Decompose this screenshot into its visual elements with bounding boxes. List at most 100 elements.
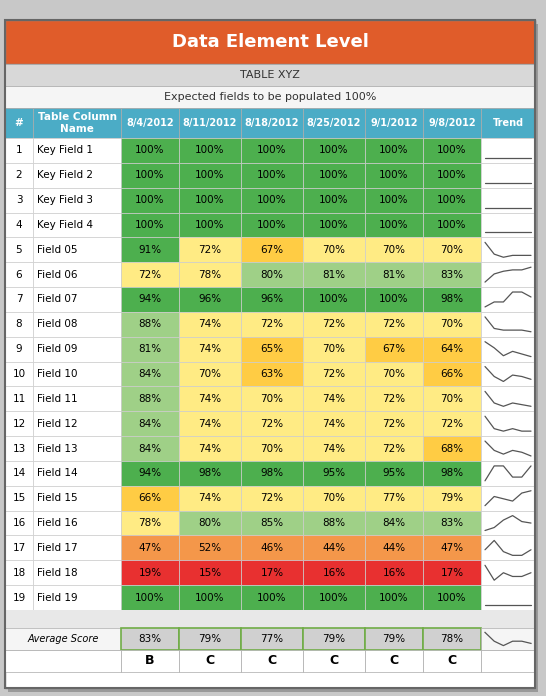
- Text: 47%: 47%: [441, 543, 464, 553]
- Text: Field 12: Field 12: [37, 419, 78, 429]
- Text: 74%: 74%: [323, 419, 346, 429]
- Bar: [365, 138, 423, 163]
- Bar: [121, 486, 179, 511]
- Text: 78%: 78%: [139, 518, 162, 528]
- Bar: [365, 262, 423, 287]
- Bar: [423, 411, 481, 436]
- Bar: [423, 287, 481, 312]
- Text: TABLE XYZ: TABLE XYZ: [240, 70, 300, 80]
- Bar: [303, 461, 365, 486]
- Text: 83%: 83%: [441, 269, 464, 280]
- Bar: [241, 312, 303, 337]
- Text: Field 18: Field 18: [37, 568, 78, 578]
- Text: 66%: 66%: [139, 493, 162, 503]
- Text: 72%: 72%: [382, 419, 406, 429]
- Text: 8: 8: [16, 319, 22, 329]
- Bar: [5, 138, 33, 163]
- Text: 72%: 72%: [260, 419, 283, 429]
- Bar: [241, 163, 303, 188]
- Bar: [423, 262, 481, 287]
- Text: Field 16: Field 16: [37, 518, 78, 528]
- Bar: [303, 163, 365, 188]
- Text: 13: 13: [13, 443, 26, 454]
- Text: 98%: 98%: [260, 468, 283, 478]
- Text: 100%: 100%: [379, 592, 409, 603]
- Bar: [179, 237, 241, 262]
- Text: 67%: 67%: [260, 245, 283, 255]
- Text: 17%: 17%: [441, 568, 464, 578]
- Text: 8/4/2012: 8/4/2012: [126, 118, 174, 128]
- Bar: [423, 212, 481, 237]
- Bar: [121, 108, 179, 138]
- Bar: [481, 461, 535, 486]
- Text: 100%: 100%: [195, 592, 225, 603]
- Text: 64%: 64%: [441, 344, 464, 354]
- Text: 84%: 84%: [382, 518, 406, 528]
- Bar: [241, 461, 303, 486]
- Text: 72%: 72%: [260, 319, 283, 329]
- Text: 72%: 72%: [382, 443, 406, 454]
- Text: C: C: [389, 654, 399, 667]
- Bar: [481, 108, 535, 138]
- Bar: [365, 312, 423, 337]
- Text: 100%: 100%: [135, 592, 165, 603]
- Bar: [121, 362, 179, 386]
- Bar: [423, 486, 481, 511]
- Bar: [121, 560, 179, 585]
- Bar: [423, 163, 481, 188]
- Text: 72%: 72%: [382, 394, 406, 404]
- Bar: [121, 163, 179, 188]
- Bar: [365, 108, 423, 138]
- Text: 68%: 68%: [441, 443, 464, 454]
- Text: 100%: 100%: [437, 592, 467, 603]
- Bar: [303, 262, 365, 287]
- Text: 100%: 100%: [135, 145, 165, 155]
- Bar: [303, 535, 365, 560]
- Bar: [121, 287, 179, 312]
- Bar: [423, 511, 481, 535]
- Text: 96%: 96%: [260, 294, 283, 304]
- Bar: [5, 461, 33, 486]
- Bar: [5, 411, 33, 436]
- Bar: [481, 511, 535, 535]
- Bar: [241, 287, 303, 312]
- Bar: [241, 362, 303, 386]
- Text: 84%: 84%: [139, 419, 162, 429]
- Bar: [241, 212, 303, 237]
- Bar: [121, 650, 179, 672]
- Bar: [179, 511, 241, 535]
- Text: 81%: 81%: [139, 344, 162, 354]
- Bar: [179, 287, 241, 312]
- Text: 100%: 100%: [257, 195, 287, 205]
- Text: 67%: 67%: [382, 344, 406, 354]
- Text: 94%: 94%: [139, 294, 162, 304]
- Bar: [481, 560, 535, 585]
- Bar: [481, 212, 535, 237]
- Bar: [303, 386, 365, 411]
- Bar: [33, 312, 121, 337]
- Text: 70%: 70%: [199, 369, 222, 379]
- Bar: [423, 535, 481, 560]
- Bar: [121, 386, 179, 411]
- Bar: [33, 212, 121, 237]
- Bar: [5, 262, 33, 287]
- Text: 3: 3: [16, 195, 22, 205]
- Text: Field 11: Field 11: [37, 394, 78, 404]
- Bar: [5, 86, 535, 108]
- Bar: [179, 188, 241, 212]
- Bar: [303, 628, 365, 650]
- Text: 100%: 100%: [319, 171, 349, 180]
- Bar: [5, 108, 33, 138]
- Bar: [241, 511, 303, 535]
- Text: 77%: 77%: [260, 634, 283, 644]
- Text: 74%: 74%: [323, 443, 346, 454]
- Text: Field 09: Field 09: [37, 344, 78, 354]
- Text: Expected fields to be populated 100%: Expected fields to be populated 100%: [164, 92, 376, 102]
- Bar: [365, 237, 423, 262]
- Text: 83%: 83%: [139, 634, 162, 644]
- Text: 74%: 74%: [198, 493, 222, 503]
- Bar: [241, 386, 303, 411]
- Bar: [121, 628, 179, 650]
- Text: 72%: 72%: [323, 319, 346, 329]
- Text: 88%: 88%: [323, 518, 346, 528]
